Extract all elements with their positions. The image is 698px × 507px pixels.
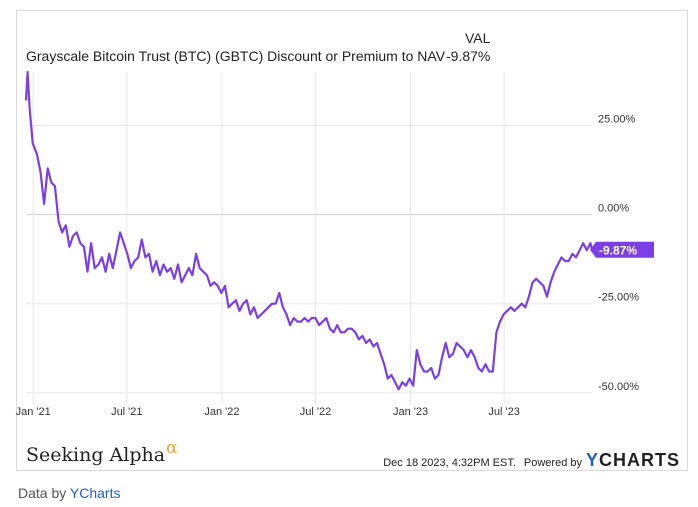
ycharts-link[interactable]: YCharts <box>69 485 121 501</box>
data-attribution: Data by YCharts <box>18 485 120 501</box>
timestamp: Dec 18 2023, 4:32PM EST. <box>383 457 516 469</box>
y-tick-label: -50.00% <box>598 381 639 393</box>
ycharts-logo-y: Y <box>585 450 599 470</box>
x-tick-label: Jan '22 <box>204 406 239 418</box>
y-tick-label: 0.00% <box>598 203 629 215</box>
grid-lines <box>26 72 592 404</box>
x-tick-label: Jul '23 <box>488 406 519 418</box>
val-column-header: VAL <box>465 30 491 46</box>
ycharts-logo-text: CHARTS <box>599 450 680 470</box>
alpha-icon: α <box>166 438 178 458</box>
last-value-badge-shape <box>590 241 654 258</box>
seeking-alpha-logo[interactable]: Seeking Alphaα <box>26 438 178 466</box>
y-tick-label: -25.00% <box>598 292 639 304</box>
y-tick-label: 25.00% <box>598 113 636 125</box>
ycharts-logo[interactable]: YCHARTS <box>586 450 680 471</box>
powered-by-label: Powered by <box>523 457 582 469</box>
x-tick-label: Jan '21 <box>16 406 51 418</box>
y-axis-ticks: 25.00% 0.00% -25.00% -50.00% <box>598 113 639 392</box>
last-value-badge: -9.87% <box>590 241 654 258</box>
series-line-gbtc-discount <box>24 70 594 391</box>
chart-title: Grayscale Bitcoin Trust (BTC) (GBTC) Dis… <box>26 48 446 64</box>
x-tick-label: Jul '21 <box>111 406 142 418</box>
val-column-value: -9.87% <box>446 48 491 64</box>
x-tick-label: Jul '22 <box>300 406 331 418</box>
brand-name: Seeking Alpha <box>26 444 166 466</box>
x-axis-ticks: Jan '21 Jul '21 Jan '22 Jul '22 Jan '23 Jul '… <box>16 406 520 418</box>
chart-frame <box>16 10 688 471</box>
last-value-label: -9.87% <box>599 243 637 257</box>
footer-attribution: Dec 18 2023, 4:32PM EST. Powered by YCHA… <box>383 450 680 471</box>
data-by-prefix: Data by <box>18 485 67 501</box>
x-tick-label: Jan '23 <box>393 406 428 418</box>
